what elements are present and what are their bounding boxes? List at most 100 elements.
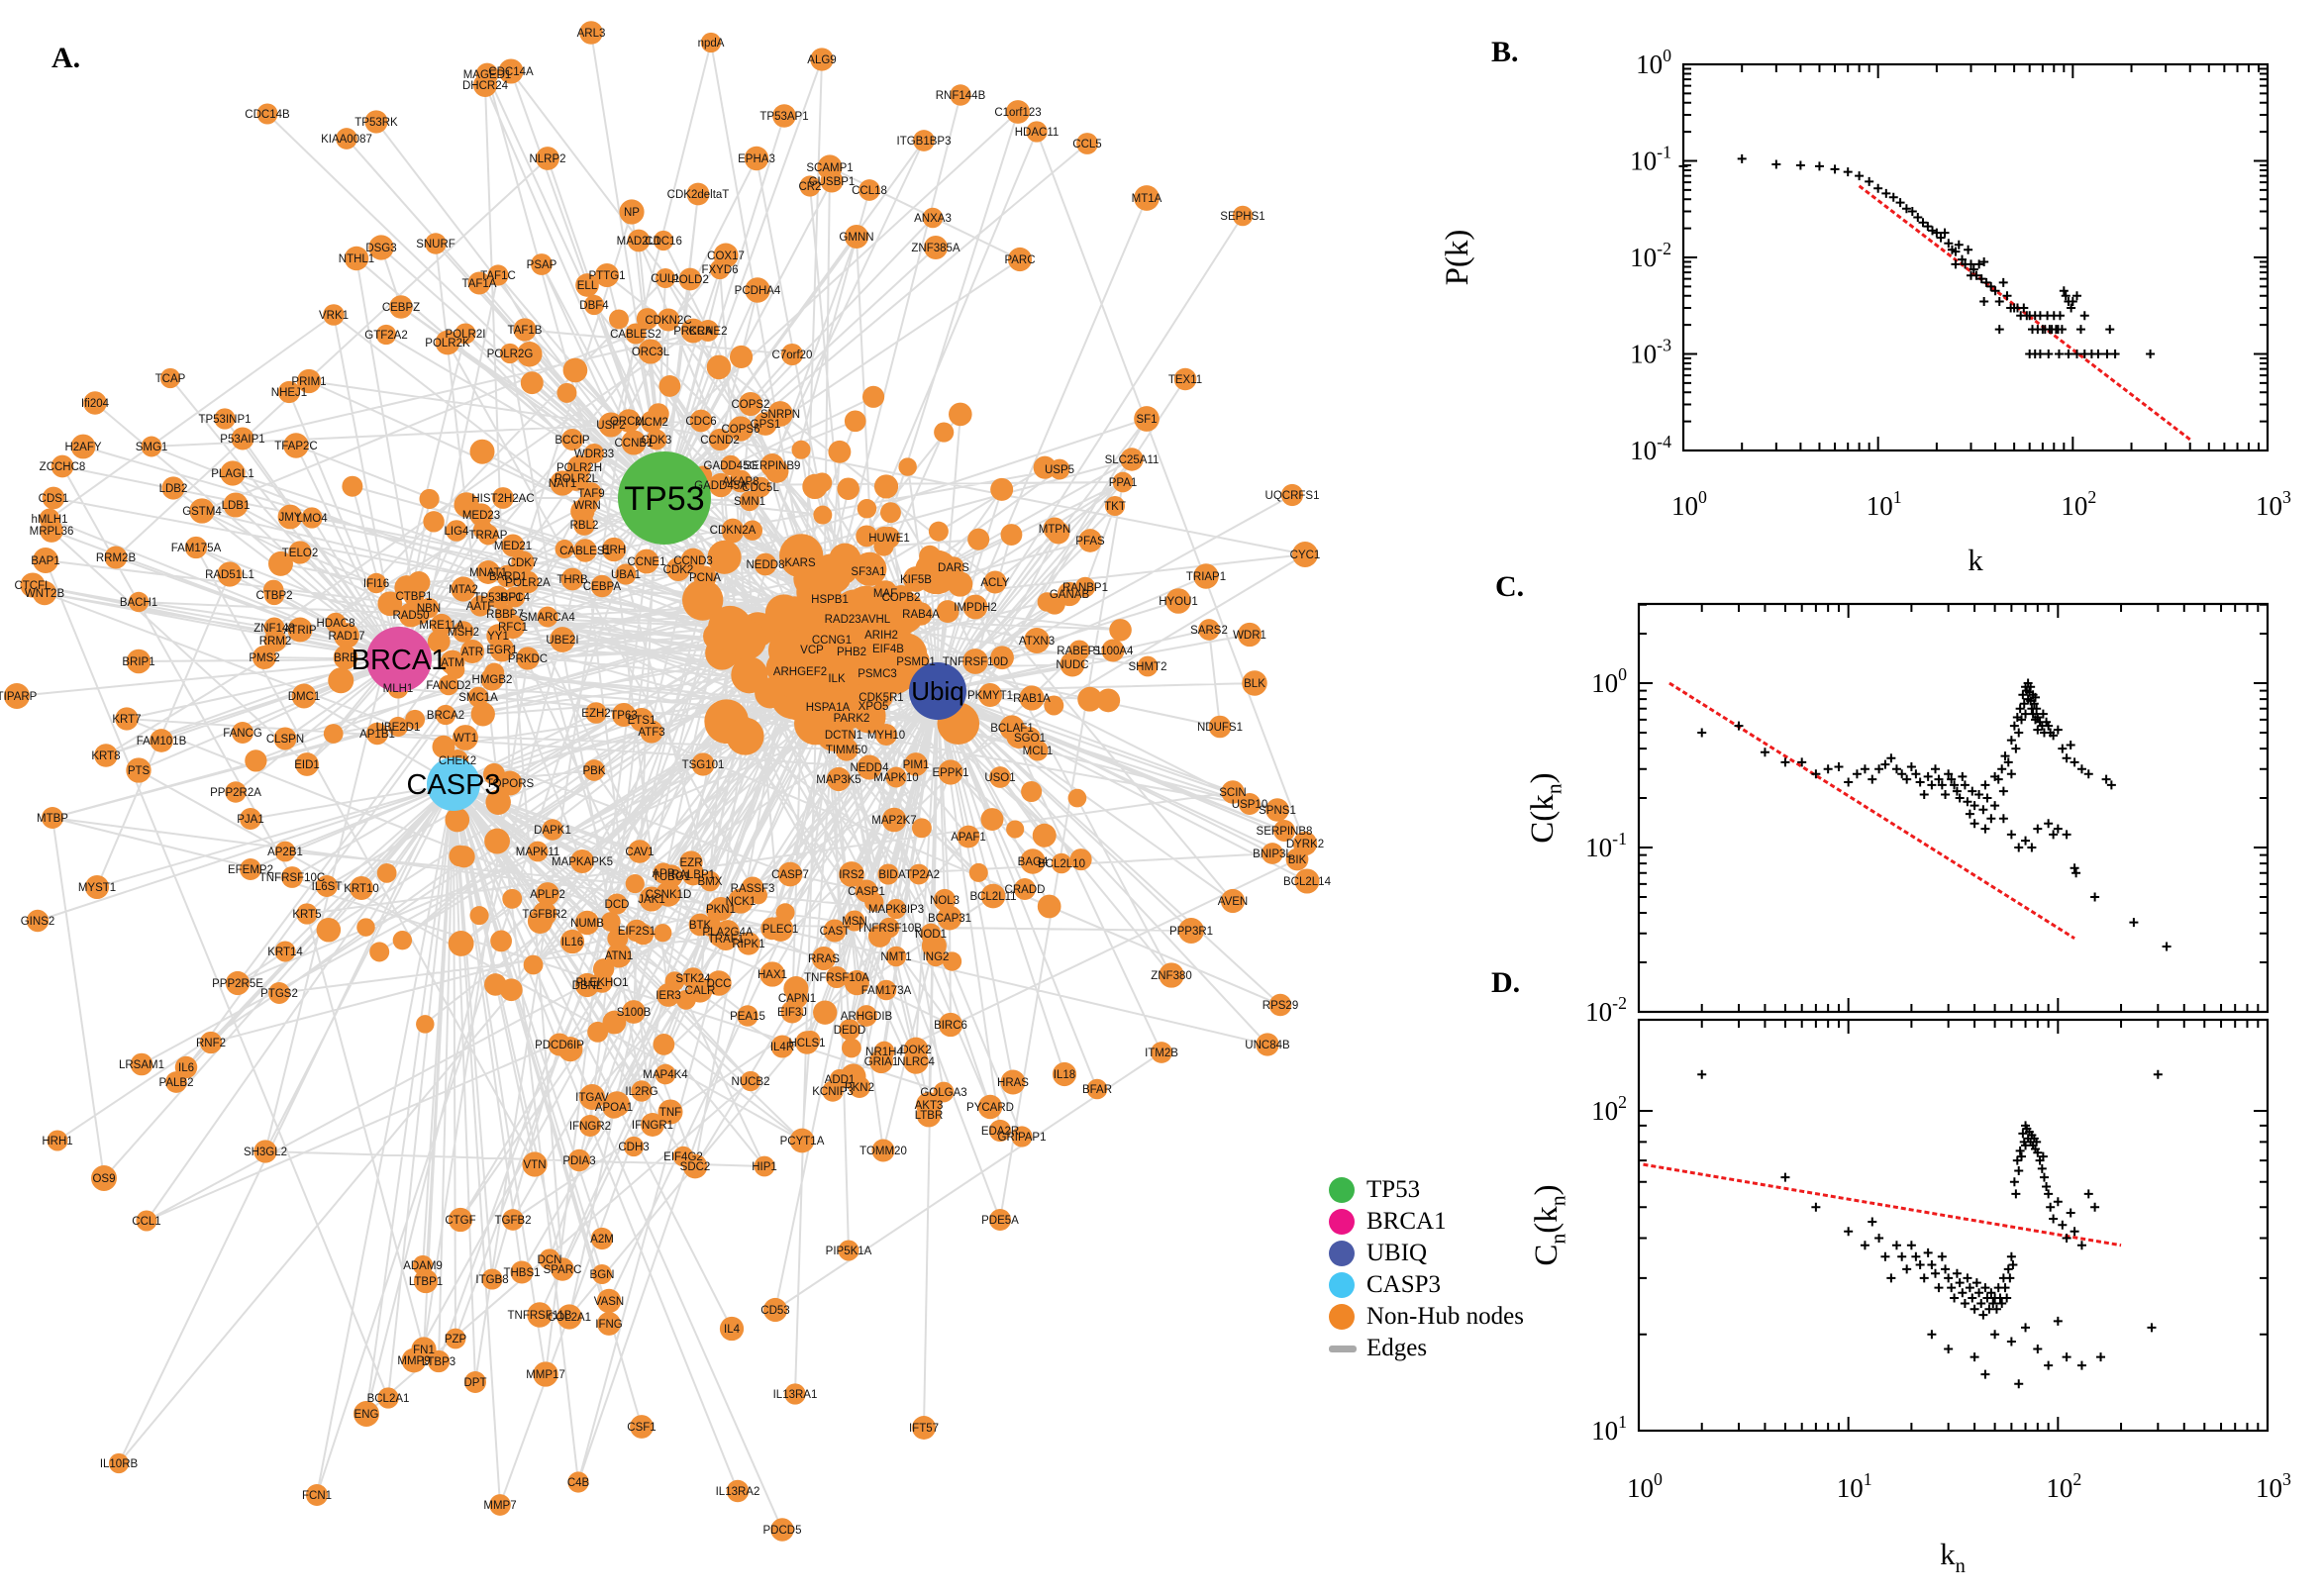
node-label: TP53BP1	[473, 592, 522, 604]
node-label: PRKRA	[673, 326, 713, 338]
network-node	[287, 617, 313, 643]
node-label: PEA15	[730, 1011, 765, 1023]
node-label: CDC16	[645, 236, 682, 248]
network-node	[820, 169, 844, 193]
node-swatch-icon	[1329, 1272, 1355, 1298]
network-node	[1294, 868, 1320, 894]
network-node	[532, 901, 557, 927]
network-node	[780, 343, 804, 366]
node-label: TIPARP	[0, 691, 38, 703]
node-label: CDC5L	[742, 482, 779, 494]
network-node	[1178, 918, 1204, 944]
node-label: ITGB8	[475, 1274, 508, 1286]
node-label: CASP1	[848, 886, 885, 898]
svg-text:10-1: 10-1	[1630, 142, 1671, 175]
network-node	[387, 716, 409, 738]
node-label: LTBP1	[409, 1276, 443, 1288]
network-node	[837, 477, 859, 500]
node-label: COL2A1	[548, 1312, 591, 1324]
network-node	[700, 32, 722, 53]
node-label: DMC1	[288, 691, 321, 703]
network-node	[737, 932, 760, 955]
network-node	[47, 1130, 68, 1151]
node-label: ATXN3	[1019, 636, 1055, 648]
panel-c-label: C.	[1495, 570, 1525, 603]
network-node	[189, 498, 215, 524]
node-label: BCL2L11	[969, 891, 1016, 903]
node-label: COPB2	[882, 592, 921, 604]
node-label: PHB2	[837, 647, 866, 658]
node-label: USP5	[1045, 464, 1074, 476]
node-label: TP63	[610, 710, 638, 722]
network-node	[611, 702, 637, 728]
network-node	[688, 913, 712, 937]
network-node	[1159, 962, 1184, 988]
node-label: PSMC3	[858, 668, 897, 680]
node-label: ZNF380	[1151, 970, 1192, 982]
network-node	[764, 594, 803, 633]
network-node	[377, 1387, 399, 1409]
network-node	[556, 382, 577, 403]
network-node	[128, 591, 150, 613]
network-node	[448, 1207, 473, 1233]
node-label: CD53	[760, 1305, 789, 1317]
network-node	[214, 408, 236, 430]
node-label: DSG3	[365, 243, 396, 254]
legend-label: Edges	[1366, 1335, 1428, 1361]
node-label: IMPDH2	[954, 602, 996, 614]
network-node	[453, 846, 475, 868]
node-label: SARS2	[1190, 625, 1228, 637]
network-node	[562, 357, 588, 383]
node-label: SHMT2	[1129, 661, 1167, 673]
network-node	[858, 179, 880, 201]
network-node	[868, 1048, 894, 1074]
node-label: TAF1A	[462, 278, 497, 290]
node-label: OS9	[92, 1173, 115, 1185]
node-label: PBK	[582, 765, 605, 777]
network-node	[709, 258, 731, 280]
network-node	[1067, 788, 1087, 808]
network-node	[583, 759, 605, 781]
network-node	[607, 928, 629, 949]
network-node	[844, 224, 869, 249]
network-node	[354, 1401, 379, 1427]
network-node	[1242, 670, 1267, 696]
network-node	[451, 576, 476, 602]
network-node	[666, 557, 690, 581]
network-node	[520, 371, 544, 395]
node-label: MED23	[462, 510, 500, 522]
svg-text:101: 101	[1591, 1412, 1627, 1446]
node-label: RPS29	[1262, 1000, 1298, 1012]
network-node	[619, 199, 645, 225]
node-label: ARIH2	[864, 630, 898, 642]
network-node	[594, 262, 620, 288]
node-label: POLR2G	[487, 349, 534, 360]
node-label: PFAS	[1075, 536, 1105, 548]
node-label: RRM2B	[96, 552, 137, 564]
legend-item-casp3: CASP3	[1329, 1269, 1524, 1301]
network-node	[516, 647, 540, 670]
network-node	[686, 182, 710, 206]
node-label: CR2	[798, 181, 821, 193]
node-label: ORC3L	[632, 347, 670, 358]
network-node	[860, 693, 886, 719]
network-node	[232, 722, 253, 744]
network-node	[596, 1288, 622, 1314]
node-label: ORC2L	[610, 416, 649, 428]
network-node	[268, 550, 293, 576]
node-label: ETS1	[628, 715, 656, 727]
node-label: WRN	[573, 500, 600, 512]
network-node	[713, 926, 739, 951]
network-node	[1069, 848, 1092, 871]
node-label: DHCR24	[462, 80, 509, 92]
node-label: SGO1	[1014, 733, 1046, 745]
network-node	[990, 477, 1014, 501]
node-label: IL4R	[770, 1042, 794, 1053]
network-node	[1020, 848, 1046, 874]
node-label: ARHGEF2	[773, 666, 827, 678]
network-node	[625, 874, 645, 894]
network-node	[486, 585, 510, 609]
node-label: ITGB1BP3	[897, 136, 952, 148]
hub-node-CASP3	[427, 757, 480, 811]
network-node	[938, 1012, 963, 1038]
